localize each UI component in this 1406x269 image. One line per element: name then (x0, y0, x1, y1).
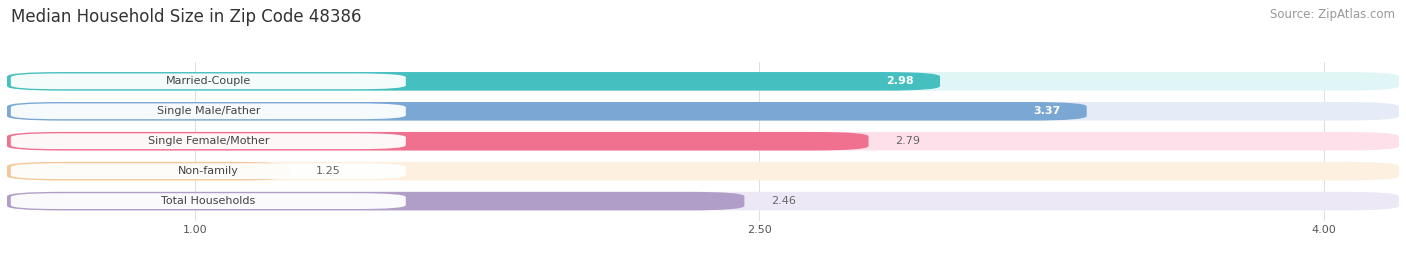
Text: Married-Couple: Married-Couple (166, 76, 250, 86)
FancyBboxPatch shape (7, 132, 869, 151)
Text: Median Household Size in Zip Code 48386: Median Household Size in Zip Code 48386 (11, 8, 361, 26)
Text: 3.37: 3.37 (1033, 106, 1060, 116)
FancyBboxPatch shape (7, 72, 1399, 91)
Text: 1.25: 1.25 (315, 166, 340, 176)
Text: Total Households: Total Households (162, 196, 256, 206)
FancyBboxPatch shape (7, 132, 1399, 151)
FancyBboxPatch shape (7, 102, 1399, 121)
Text: 2.79: 2.79 (894, 136, 920, 146)
FancyBboxPatch shape (11, 103, 406, 119)
FancyBboxPatch shape (7, 102, 1087, 121)
Text: 2.98: 2.98 (886, 76, 914, 86)
FancyBboxPatch shape (11, 163, 406, 179)
FancyBboxPatch shape (7, 192, 744, 210)
Text: 2.46: 2.46 (770, 196, 796, 206)
FancyBboxPatch shape (11, 73, 406, 89)
FancyBboxPatch shape (7, 162, 1399, 180)
Text: Single Male/Father: Single Male/Father (156, 106, 260, 116)
FancyBboxPatch shape (11, 193, 406, 209)
FancyBboxPatch shape (7, 72, 941, 91)
Text: Non-family: Non-family (179, 166, 239, 176)
FancyBboxPatch shape (11, 133, 406, 149)
FancyBboxPatch shape (7, 192, 1399, 210)
Text: Source: ZipAtlas.com: Source: ZipAtlas.com (1270, 8, 1395, 21)
Text: Single Female/Mother: Single Female/Mother (148, 136, 269, 146)
FancyBboxPatch shape (7, 162, 290, 180)
